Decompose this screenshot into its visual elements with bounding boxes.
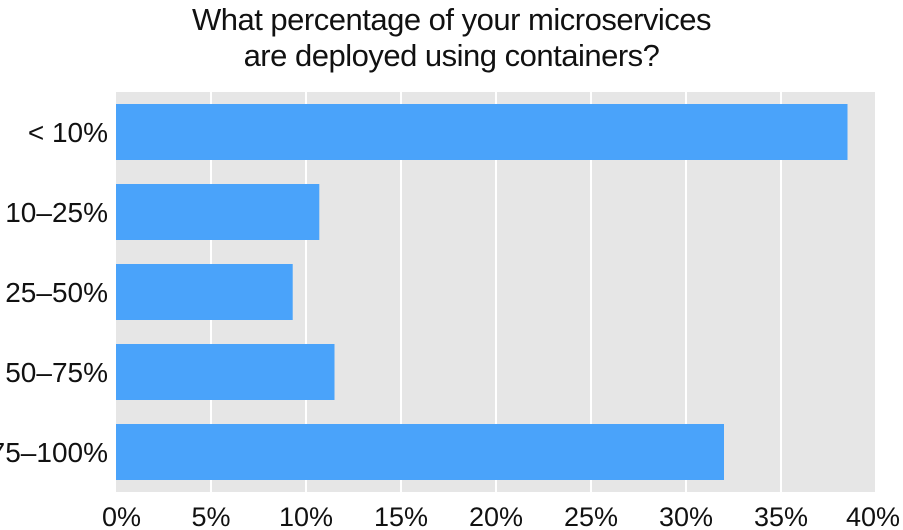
x-tick-label-1: 5% xyxy=(191,502,230,530)
x-tick-label-6: 30% xyxy=(659,502,713,530)
bar-1 xyxy=(116,184,320,240)
y-tick-label-0: < 10% xyxy=(28,117,108,148)
y-tick-label-1: 10–25% xyxy=(5,197,108,228)
bar-0 xyxy=(116,104,848,160)
x-tick-label-8: 40% xyxy=(846,502,900,530)
x-tick-label-3: 15% xyxy=(374,502,428,530)
bar-2 xyxy=(116,264,293,320)
y-tick-label-4: 75–100% xyxy=(0,437,108,468)
y-tick-label-2: 25–50% xyxy=(5,277,108,308)
x-tick-label-2: 10% xyxy=(279,502,333,530)
x-tick-label-7: 35% xyxy=(754,502,808,530)
y-tick-label-3: 50–75% xyxy=(5,357,108,388)
bar-4 xyxy=(116,424,724,480)
chart-title-line-2: are deployed using containers? xyxy=(243,38,660,73)
chart-title: What percentage of your microservices ar… xyxy=(0,2,903,74)
x-tick-label-5: 25% xyxy=(564,502,618,530)
chart-title-line-1: What percentage of your microservices xyxy=(191,2,712,37)
x-tick-label-0: 0% xyxy=(102,502,141,530)
x-tick-label-4: 20% xyxy=(469,502,523,530)
bar-3 xyxy=(116,344,335,400)
